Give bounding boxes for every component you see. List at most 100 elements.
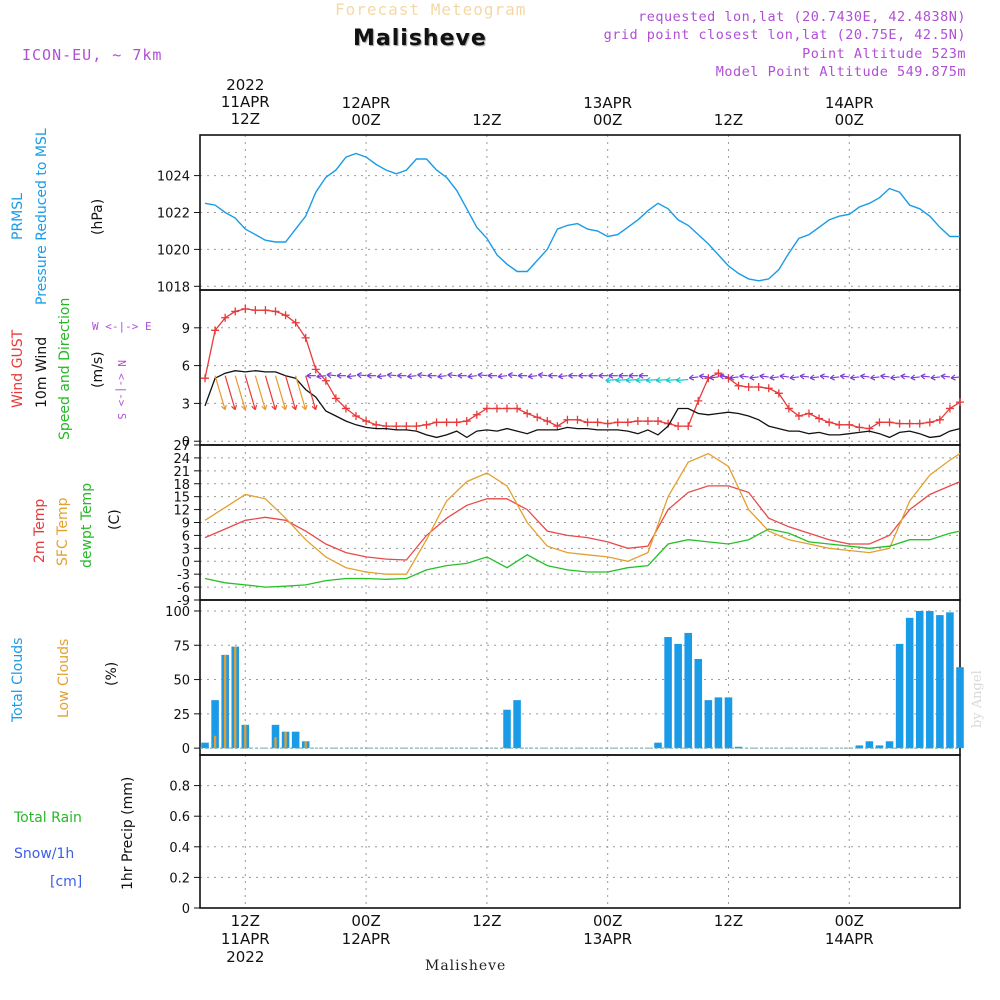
gust-marker xyxy=(372,420,381,429)
temperature-ytick-label: 3 xyxy=(182,542,190,557)
gust-marker xyxy=(664,419,673,428)
temperature-ytick-label: -3 xyxy=(177,568,190,583)
gust-marker xyxy=(714,369,723,378)
temp-unit: (C) xyxy=(107,509,123,530)
wind-arrow xyxy=(346,375,357,378)
gust-marker xyxy=(321,376,330,385)
wind-arrow xyxy=(870,376,880,379)
wind-arrow-head xyxy=(306,372,312,379)
cloud-total-bar xyxy=(664,637,672,749)
gust-marker xyxy=(925,418,934,427)
compass-we: W <-|-> E xyxy=(92,320,152,333)
point-altitude: Point Altitude 523m xyxy=(802,46,966,62)
wind-arrow-head xyxy=(769,374,775,381)
cloud-total-bar xyxy=(714,697,723,749)
cloud-low-bar xyxy=(234,646,237,749)
wind-arrow-head xyxy=(890,374,896,381)
footer-location: Malisheve xyxy=(425,958,507,974)
cloud-total-bar xyxy=(926,610,934,749)
wind-arrow-head xyxy=(221,404,227,411)
wind-arrow-head xyxy=(346,373,352,380)
cloud-total-bar xyxy=(724,697,733,749)
gust-marker xyxy=(784,404,793,413)
clouds-frame xyxy=(199,599,961,756)
wind-arrow-head xyxy=(759,373,765,380)
pressure-ytick-label: 1020 xyxy=(157,243,190,258)
wind-arrow-head xyxy=(467,373,473,380)
wind-arrow-head xyxy=(819,373,825,380)
wind-arrow-head xyxy=(625,377,631,384)
prmsl-label: PRMSL xyxy=(10,193,26,240)
wind-arrow-head xyxy=(809,374,815,381)
wind-arrow-head xyxy=(548,372,553,379)
cloud-total-bar xyxy=(301,741,310,749)
gust-marker xyxy=(201,374,210,383)
pressure-frame xyxy=(199,134,961,291)
precip-cm-label: [cm] xyxy=(50,874,83,890)
wind-arrow-head xyxy=(437,373,443,380)
gust-marker xyxy=(573,415,582,424)
wind-arrow-head xyxy=(645,377,651,384)
gust-marker xyxy=(492,404,501,413)
gust-marker xyxy=(392,422,401,431)
precip-ytick-label: 0.2 xyxy=(169,871,190,886)
gust-marker xyxy=(623,418,632,427)
wind-arrow xyxy=(615,378,628,382)
model-altitude: Model Point Altitude 549.875m xyxy=(715,64,966,80)
wind-arrow-head xyxy=(558,373,564,380)
wind-arrow-head xyxy=(618,372,624,379)
gust-marker xyxy=(311,365,320,374)
gust-marker xyxy=(523,409,532,418)
gust-marker xyxy=(704,374,713,383)
wind-arrow-head xyxy=(829,374,835,381)
wind-arrow xyxy=(920,375,930,378)
wind-arrow-head xyxy=(698,373,705,380)
gust-marker xyxy=(211,326,220,335)
gust-marker xyxy=(694,396,703,405)
cloud-total-bar xyxy=(865,741,874,749)
wind-arrow-head xyxy=(301,404,308,411)
wind-arrow xyxy=(739,375,749,378)
precip-ytick-label: 0 xyxy=(182,902,190,917)
wind-arrow-head xyxy=(231,404,238,411)
cloud-low-bar xyxy=(224,654,227,749)
cloud-total-bar xyxy=(291,731,300,749)
wind-arrow xyxy=(295,375,307,410)
cloud-total-bar xyxy=(946,612,954,749)
gust-marker xyxy=(422,420,431,429)
wind-arrow xyxy=(407,375,417,378)
cloud-total-bar xyxy=(704,700,713,749)
cloud-low-bar xyxy=(213,735,217,749)
wind-arrow xyxy=(357,374,367,377)
credit: by Angel xyxy=(970,670,985,728)
wind-frame xyxy=(199,289,961,446)
clouds-total-label: Total Clouds xyxy=(10,637,26,722)
wind-arrow xyxy=(244,375,256,410)
gust-marker xyxy=(633,417,642,426)
wind-arrow xyxy=(437,375,447,378)
gust-marker xyxy=(805,409,814,418)
wind-arrow-head xyxy=(376,373,383,380)
wind-arrow-head xyxy=(615,377,621,384)
precip-ytick-label: 0.8 xyxy=(169,780,190,795)
wind-arrow-head xyxy=(849,374,856,381)
clouds-ytick-label: 100 xyxy=(165,605,190,620)
precip-ytick-label: 0.4 xyxy=(169,841,190,856)
temperature-ytick-label: -9 xyxy=(177,594,190,609)
wind-arrow xyxy=(666,378,679,382)
wind-arrow-head xyxy=(655,377,661,384)
gust-marker xyxy=(221,313,230,322)
gust-marker xyxy=(331,394,340,403)
wind-arrow xyxy=(930,376,940,379)
wind-arrow xyxy=(880,375,890,378)
wind-arrow-head xyxy=(860,373,866,380)
compass-ns: N <-|-> S xyxy=(115,360,128,420)
wind-arrow-head xyxy=(930,374,936,381)
wind-ytick-label: 3 xyxy=(182,397,190,412)
wind-arrow-head xyxy=(311,404,318,411)
clouds-unit: (%) xyxy=(104,661,120,686)
gust-marker xyxy=(251,306,260,315)
wind-arrow xyxy=(538,374,548,377)
wind-arrow xyxy=(709,376,719,379)
temp-2m-line xyxy=(204,481,961,561)
